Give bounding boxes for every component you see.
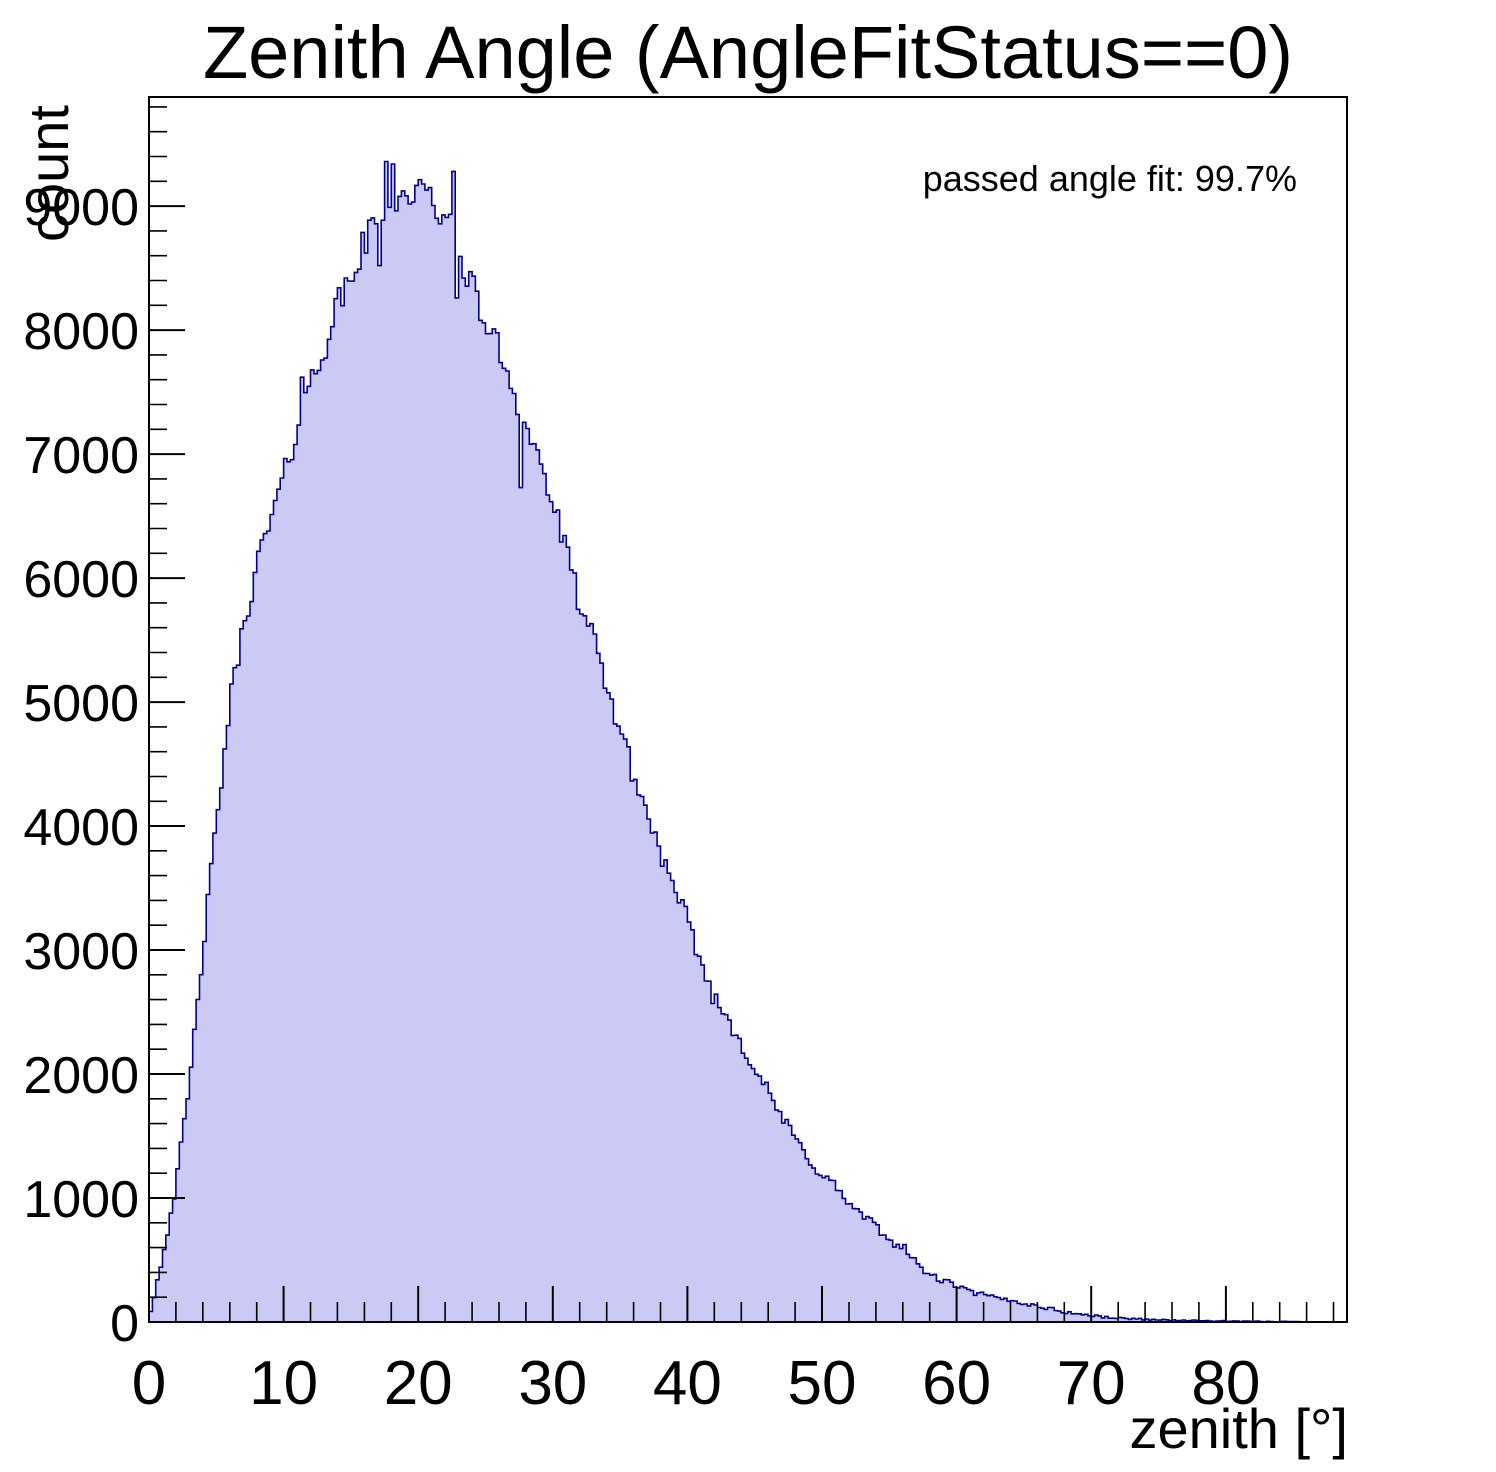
x-tick-label: 60 [922, 1349, 991, 1418]
x-tick-label: 0 [132, 1349, 166, 1418]
y-tick-label: 0 [110, 1295, 139, 1353]
histogram-fill [149, 161, 1347, 1322]
annotation-passed-angle-fit: passed angle fit: 99.7% [922, 158, 1297, 199]
x-axis-title: zenith [°] [1129, 1397, 1348, 1460]
y-tick-label: 9000 [23, 179, 139, 237]
y-tick-label: 2000 [23, 1047, 139, 1105]
plot-frame [148, 96, 1348, 1323]
x-tick-label: 10 [249, 1349, 318, 1418]
y-tick-label: 7000 [23, 427, 139, 485]
y-tick-label: 5000 [23, 675, 139, 733]
chart-title: Zenith Angle (AngleFitStatus==0) [202, 11, 1294, 94]
y-tick-label: 6000 [23, 551, 139, 609]
y-tick-label: 1000 [23, 1171, 139, 1229]
x-tick-label: 70 [1057, 1349, 1126, 1418]
y-tick-label: 4000 [23, 799, 139, 857]
x-tick-label: 30 [518, 1349, 587, 1418]
y-tick-label: 8000 [23, 303, 139, 361]
y-tick-label: 3000 [23, 923, 139, 981]
histogram-outline [148, 160, 1348, 1323]
x-tick-label: 20 [384, 1349, 453, 1418]
x-tick-label: 80 [1191, 1349, 1260, 1418]
x-tick-label: 40 [653, 1349, 722, 1418]
x-tick-label: 50 [788, 1349, 857, 1418]
